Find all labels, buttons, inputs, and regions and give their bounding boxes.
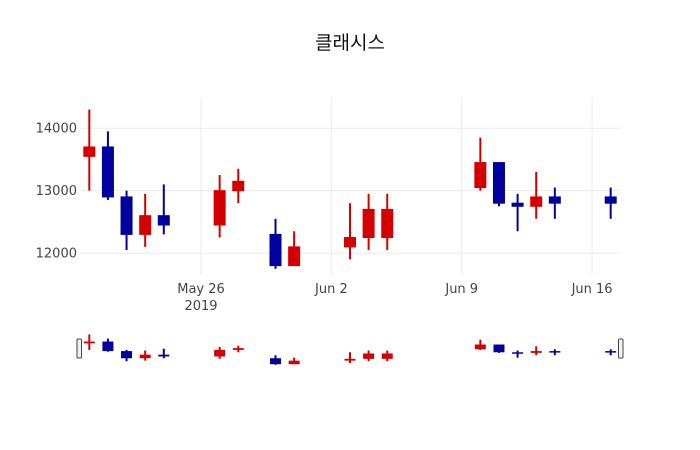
candle[interactable] — [604, 187, 617, 219]
candle[interactable] — [101, 131, 114, 201]
candle-body — [139, 215, 152, 235]
y-tick-label: 13000 — [36, 184, 77, 199]
mini-candle-body — [158, 354, 170, 357]
candle-body — [474, 162, 487, 189]
mini-candle-body — [102, 341, 114, 352]
mini-candle-body — [530, 351, 542, 353]
x-tick-label: Jun 2 — [314, 282, 348, 297]
y-axis: 12000 13000 14000 — [36, 122, 77, 262]
candle-body — [213, 190, 226, 226]
candle-body — [288, 246, 301, 267]
candle[interactable] — [120, 190, 133, 251]
x-axis: May 26 2019 Jun 2 Jun 9 Jun 16 — [177, 282, 612, 314]
candle-body — [381, 208, 394, 239]
candle-body — [362, 208, 375, 239]
candle[interactable] — [213, 175, 226, 238]
candle[interactable] — [288, 231, 301, 267]
candle-body — [269, 233, 282, 267]
candle-body — [511, 202, 524, 207]
candle[interactable] — [474, 137, 487, 191]
candle[interactable] — [492, 162, 505, 207]
candle[interactable] — [362, 193, 375, 251]
chart-title: 클래시스 — [315, 32, 385, 54]
candle-body — [604, 196, 617, 204]
candle[interactable] — [511, 193, 524, 232]
x-tick-label: Jun 9 — [444, 282, 478, 297]
mini-candle-body — [512, 352, 524, 354]
mini-candle-body — [288, 360, 300, 365]
mini-candle-body — [121, 351, 133, 359]
candle-body — [344, 237, 356, 248]
candle-body — [492, 162, 505, 204]
candle-body — [101, 146, 114, 198]
candle[interactable] — [548, 187, 561, 219]
mini-candle-body — [83, 341, 95, 344]
x-tick-label: May 26 — [177, 282, 225, 297]
range-slider-left-handle[interactable] — [76, 338, 82, 359]
range-slider[interactable] — [76, 332, 624, 366]
candle-body — [157, 215, 170, 226]
candle[interactable] — [139, 193, 152, 247]
candles-main[interactable] — [83, 109, 617, 269]
candle[interactable] — [269, 218, 282, 269]
candle-body — [530, 196, 543, 207]
mini-candle-body — [232, 348, 244, 350]
candle-body — [548, 196, 561, 204]
candle[interactable] — [381, 193, 394, 251]
mini-candle-body — [493, 344, 505, 353]
y-tick-label: 14000 — [36, 122, 77, 137]
mini-candle-body — [270, 358, 282, 365]
range-slider-candles — [83, 334, 617, 365]
mini-candle-body — [474, 344, 486, 350]
candle-body — [232, 180, 245, 192]
y-tick-label: 12000 — [36, 247, 77, 262]
candle[interactable] — [83, 109, 96, 191]
mini-candle-body — [139, 354, 151, 359]
candle[interactable] — [530, 171, 543, 219]
mini-candle-body — [363, 353, 375, 359]
mini-candle-body — [549, 351, 561, 353]
x-tick-label: 2019 — [184, 299, 217, 314]
mini-candle-body — [605, 351, 617, 353]
candle[interactable] — [157, 184, 170, 235]
mini-candle-body — [214, 349, 226, 357]
range-slider-right-handle[interactable] — [618, 338, 624, 359]
candle[interactable] — [232, 168, 245, 204]
mini-candle-body — [381, 353, 393, 359]
candle-body — [83, 146, 96, 157]
mini-candle-body — [344, 358, 356, 361]
candle[interactable] — [344, 203, 356, 260]
x-tick-label: Jun 16 — [571, 282, 613, 297]
candle-body — [120, 196, 133, 235]
